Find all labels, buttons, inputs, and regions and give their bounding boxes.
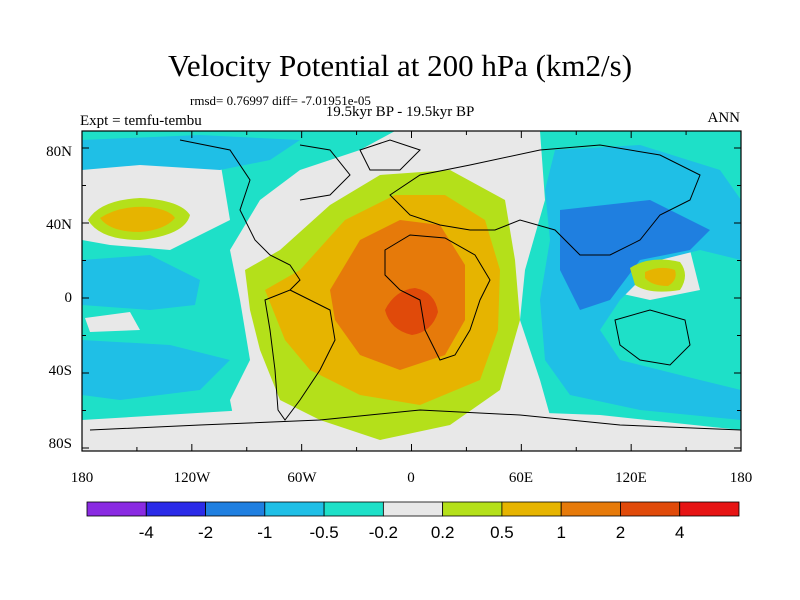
colorbar-swatch bbox=[620, 501, 681, 517]
x-tick-label: 60W bbox=[287, 470, 317, 486]
coast-eurasia bbox=[389, 144, 701, 256]
colorbar: -4 -2 -1 -0.5 -0.2 0.2 0.5 1 2 4 bbox=[86, 501, 740, 542]
chart-title: Velocity Potential at 200 hPa (km2/s) bbox=[167, 48, 633, 83]
colorbar-label: -1 bbox=[257, 523, 272, 542]
experiment-label: Expt = temfu-tembu bbox=[80, 113, 202, 129]
colorbar-label: 2 bbox=[616, 523, 625, 542]
colorbar-label: -2 bbox=[198, 523, 213, 542]
season-label: ANN bbox=[707, 110, 741, 126]
coast-africa bbox=[384, 234, 491, 361]
colorbar-swatch bbox=[145, 501, 206, 517]
y-tick-label: 80S bbox=[49, 436, 72, 452]
coast-south-america bbox=[264, 289, 336, 421]
x-tick-label: 120E bbox=[615, 470, 647, 486]
y-tick-label: 40S bbox=[49, 363, 72, 379]
x-tick-label: 120W bbox=[174, 470, 212, 486]
pos-zone-peak bbox=[385, 288, 438, 335]
colorbar-swatch bbox=[86, 501, 147, 517]
colorbar-label: 1 bbox=[556, 523, 565, 542]
neg-zone-epacific bbox=[82, 255, 200, 310]
colorbar-label: 0.2 bbox=[431, 523, 455, 542]
subtitle: 19.5kyr BP - 19.5kyr BP bbox=[325, 104, 475, 120]
neg-zone-spacific bbox=[82, 340, 230, 400]
axis-ticks bbox=[81, 131, 742, 451]
colorbar-swatch bbox=[382, 501, 444, 517]
colorbar-label: -0.2 bbox=[369, 523, 398, 542]
x-tick-label: 180 bbox=[730, 470, 753, 486]
coast-north-america bbox=[179, 139, 301, 291]
colorbar-label: 4 bbox=[675, 523, 684, 542]
y-axis: 80N 40N 0 40S 80S bbox=[46, 144, 72, 452]
x-tick-label: 60E bbox=[509, 470, 533, 486]
y-tick-label: 40N bbox=[46, 217, 72, 233]
colorbar-label: -4 bbox=[139, 523, 154, 542]
colorbar-swatch bbox=[501, 501, 562, 517]
y-tick-label: 80N bbox=[46, 144, 72, 160]
x-axis: 180 120W 60W 0 60E 120E 180 bbox=[71, 470, 753, 486]
colorbar-swatch bbox=[323, 501, 384, 517]
stats-label: rmsd= 0.76997 diff= -7.01951e-05 bbox=[190, 93, 371, 108]
colorbar-swatch bbox=[264, 501, 325, 517]
colorbar-label: 0.5 bbox=[490, 523, 514, 542]
colorbar-swatch bbox=[679, 501, 740, 517]
x-tick-label: 180 bbox=[71, 470, 94, 486]
x-tick-label: 0 bbox=[407, 470, 415, 486]
colorbar-swatch bbox=[560, 501, 621, 517]
y-tick-label: 0 bbox=[65, 290, 73, 306]
neg-zone-core bbox=[560, 200, 710, 310]
coastlines bbox=[89, 139, 741, 431]
colorbar-label: -0.5 bbox=[309, 523, 338, 542]
colorbar-swatch bbox=[205, 501, 266, 517]
coast-australia bbox=[614, 309, 691, 366]
contour-field bbox=[82, 131, 741, 451]
colorbar-swatch bbox=[442, 501, 503, 517]
coast-antarctica bbox=[89, 409, 741, 431]
